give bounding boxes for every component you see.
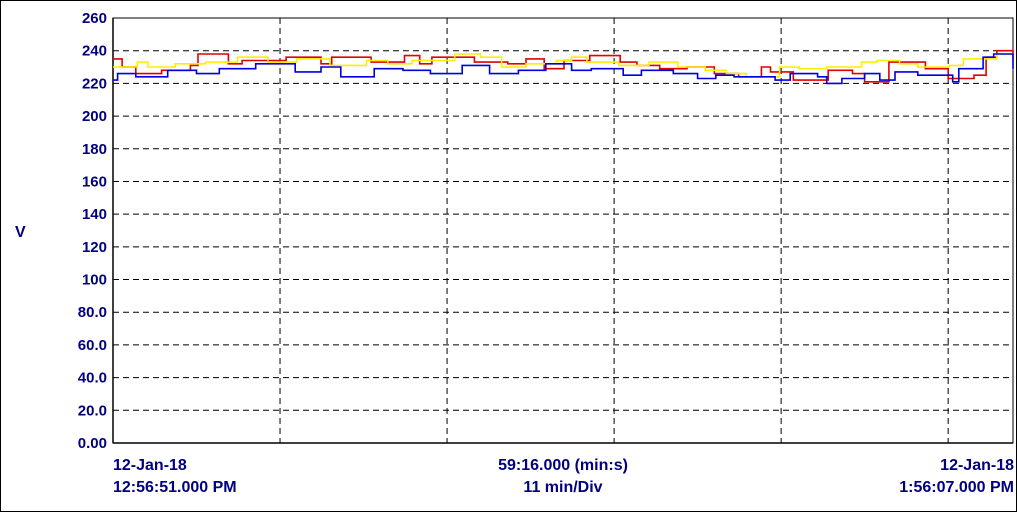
y-tick-label: 140 xyxy=(82,206,107,223)
y-tick-label: 100 xyxy=(82,272,107,289)
grid xyxy=(113,18,1013,443)
series-line-3 xyxy=(113,53,1014,85)
plot-border xyxy=(112,17,1014,444)
y-tick-label: 0.00 xyxy=(78,435,107,452)
x-start-time: 12:56:51.000 PM xyxy=(113,479,237,496)
y-tick-label: 180 xyxy=(82,141,107,158)
y-tick-label: 240 xyxy=(82,43,107,60)
series-line-1 xyxy=(113,49,1014,83)
y-tick-label: 260 xyxy=(82,10,107,27)
y-tick-labels: 0.00 20.0 40.0 60.0 80.0 100 120 140 160 180 200 22… xyxy=(78,10,107,452)
x-start-date: 12-Jan-18 xyxy=(113,457,187,474)
y-tick-label: 20.0 xyxy=(78,402,107,419)
y-tick-label: 40.0 xyxy=(78,370,107,387)
series-lines xyxy=(113,49,1014,85)
y-tick-label: 200 xyxy=(82,108,107,125)
x-end-time: 1:56:07.000 PM xyxy=(899,479,1014,496)
y-axis-label: V xyxy=(15,224,26,241)
x-end-date: 12-Jan-18 xyxy=(940,457,1014,474)
y-tick-label: 160 xyxy=(82,173,107,190)
y-tick-label: 220 xyxy=(82,75,107,92)
y-tick-label: 120 xyxy=(82,239,107,256)
y-tick-label: 60.0 xyxy=(78,337,107,354)
x-span-label: 59:16.000 (min:s) xyxy=(498,457,628,474)
series-line-2 xyxy=(113,53,1014,78)
y-tick-label: 80.0 xyxy=(78,304,107,321)
x-division-label: 11 min/Div xyxy=(523,479,603,496)
